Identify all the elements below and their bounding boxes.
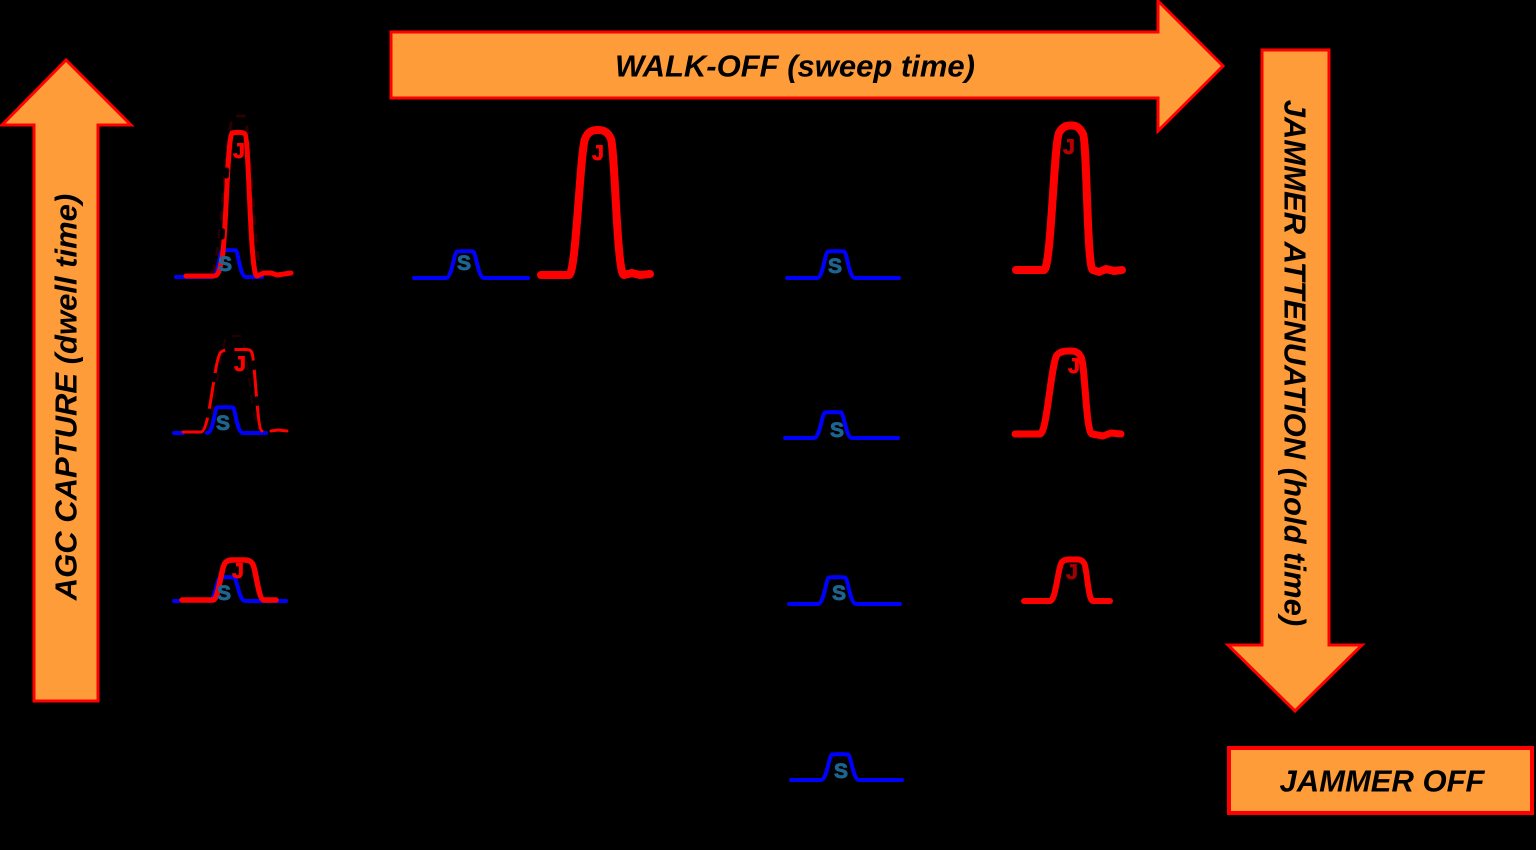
svg-text:S: S xyxy=(217,582,231,605)
svg-text:S: S xyxy=(216,412,230,435)
svg-text:AGC CAPTURE (dwell time): AGC CAPTURE (dwell time) xyxy=(49,194,84,601)
svg-text:S: S xyxy=(828,255,842,278)
svg-text:S: S xyxy=(830,419,844,442)
svg-text:J: J xyxy=(1068,355,1080,378)
svg-text:J: J xyxy=(592,142,604,165)
svg-text:WALK-OFF (sweep time): WALK-OFF (sweep time) xyxy=(615,49,975,84)
svg-text:S: S xyxy=(218,253,232,276)
svg-text:J: J xyxy=(1063,136,1075,159)
svg-text:J: J xyxy=(234,353,246,376)
svg-text:J: J xyxy=(232,560,244,583)
svg-text:J: J xyxy=(1066,561,1078,584)
svg-text:S: S xyxy=(457,252,471,275)
svg-text:JAMMER ATTENUATION (hold time): JAMMER ATTENUATION (hold time) xyxy=(1278,100,1313,626)
svg-text:J: J xyxy=(233,140,245,163)
svg-text:S: S xyxy=(832,582,846,605)
svg-text:JAMMER OFF: JAMMER OFF xyxy=(1280,764,1486,799)
svg-text:S: S xyxy=(834,760,848,783)
